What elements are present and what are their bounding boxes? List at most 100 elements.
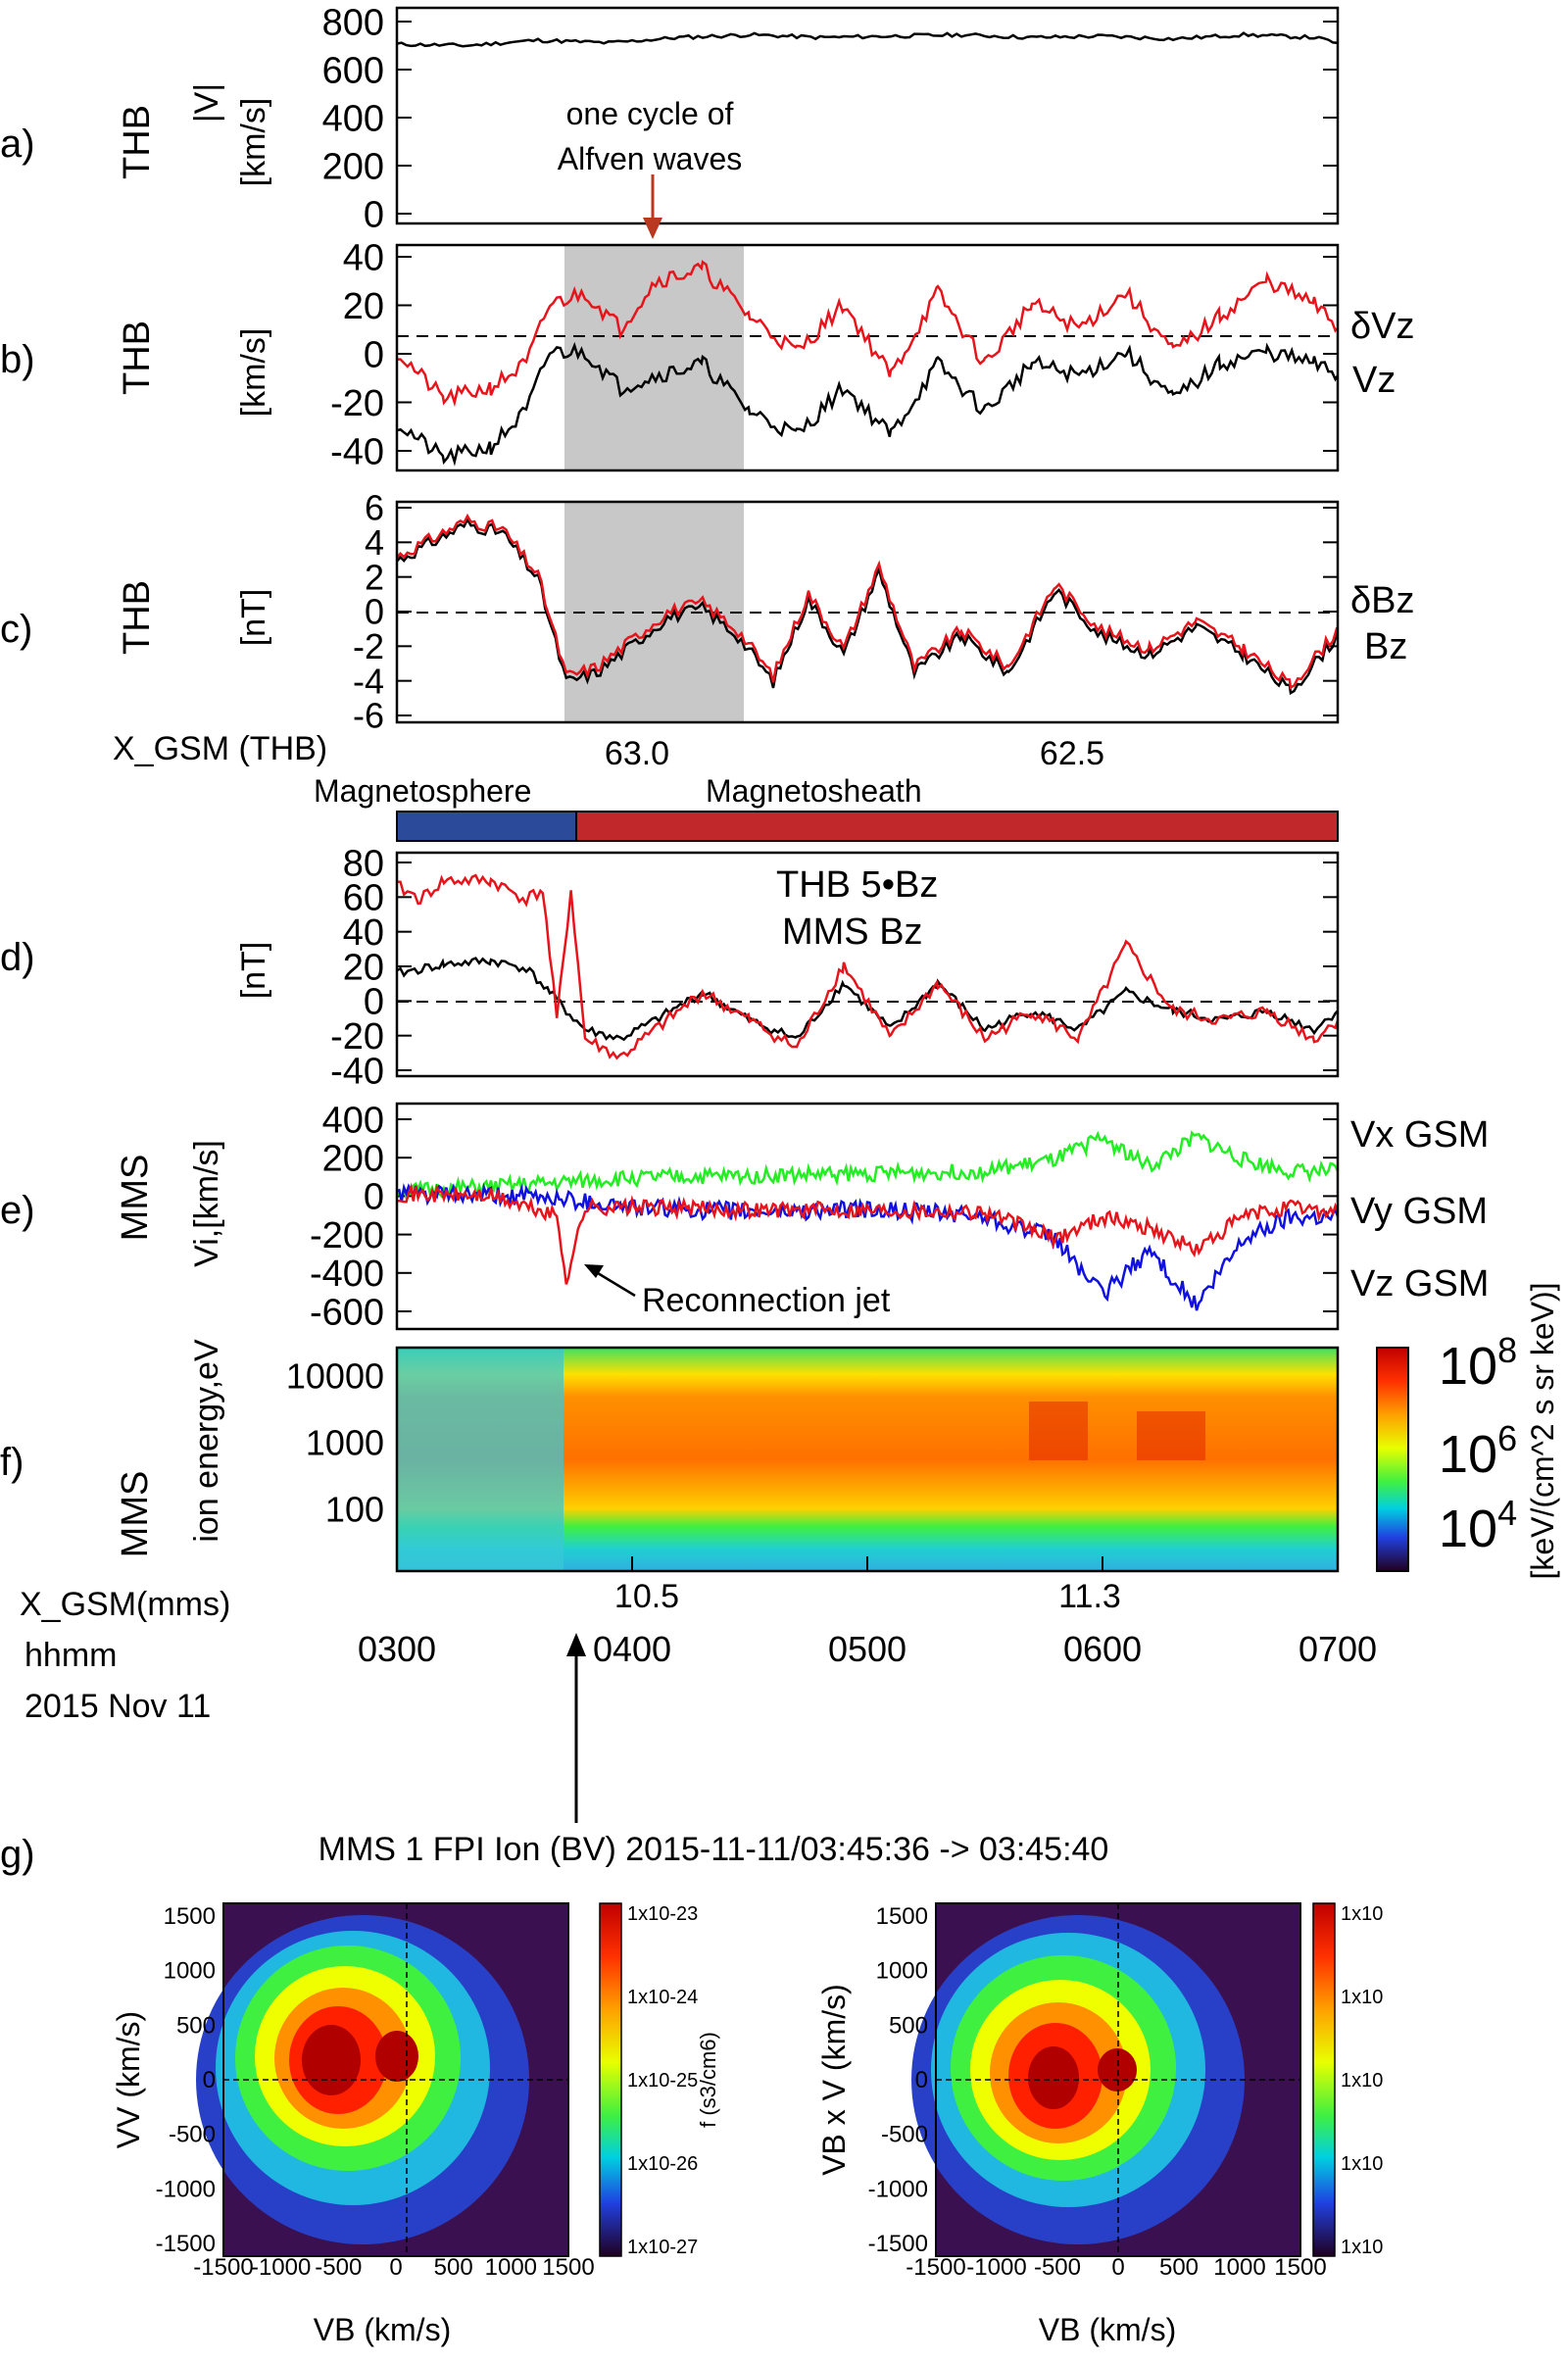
vdf-left-xtick-label: 0 [389, 2254, 402, 2281]
vdf-right-ytick-label: 0 [915, 2067, 928, 2093]
time-format-label: hhmm [24, 1637, 117, 1674]
vdf-right: -1500 -1000 -500 0 500 1000 1500 150010005000-… [816, 1902, 1383, 2347]
panel-e-frame [395, 1102, 1340, 1331]
xgsm-thb-label: X_GSM (THB) [113, 730, 327, 767]
panel-d-unit: [nT] [235, 942, 272, 1000]
panel-a-ytick-label: 600 [322, 50, 384, 91]
time-axis: X_GSM(mms) 10.5 11.3 hhmm 2015 Nov 11 03… [20, 1556, 1377, 1823]
panel-e-ytick-label: 400 [322, 1100, 384, 1141]
panel-a-letter: a) [0, 123, 35, 166]
vdf-right-xtick-label: -1000 [966, 2254, 1026, 2281]
spectrogram-cbar-label: [keV/(cm^2 s sr keV)] [1525, 1282, 1560, 1579]
region-magnetosheath-label: Magnetosheath [706, 773, 922, 809]
region-magnetosheath-bar [575, 811, 1339, 842]
panel-a-ytick-label: 200 [322, 146, 384, 187]
panel-d-ytick-label: -20 [330, 1016, 384, 1058]
spectrogram-cbar-tick-8: 108 [1439, 1330, 1517, 1396]
panel-f-yticks: 10000 1000 100 [286, 1356, 1338, 1530]
panel-b-letter: b) [0, 338, 35, 381]
panel-g-letter: g) [0, 1833, 35, 1876]
spectrogram-colorbar [1376, 1347, 1409, 1572]
vdf-right-xtick-label: -1500 [906, 2254, 965, 2281]
time-tick-label: 0400 [593, 1629, 671, 1669]
panel-a-speed-line [396, 31, 1339, 48]
vdf-left: -1500-1000 -500 0 500 1000 1500 150010005000-… [111, 1902, 720, 2347]
vdf-right-ytick-label: 1000 [876, 1958, 928, 1985]
spectrogram-cbar-tick-4: 104 [1439, 1493, 1517, 1558]
panel-a-frame [395, 6, 1340, 225]
panel-c-bz-line [396, 517, 1339, 696]
vdf-left-ytick-label: 1500 [164, 1903, 216, 1930]
panel-b-legend-dvz: δVz [1350, 306, 1415, 347]
xgsm-thb-tick-62-5: 62.5 [1040, 735, 1104, 772]
panel-c-ytick-label: -6 [353, 696, 384, 736]
panel-c-letter: c) [0, 608, 32, 651]
panel-b-vz-line [396, 341, 1340, 467]
vdf-right-cbar-tick-label: 1x10 [1341, 2070, 1383, 2092]
panel-f: f) MMS ion energy,eV 10000 1000 100 108 10… [0, 1282, 1560, 1579]
panel-c-ytick-label: 2 [365, 557, 384, 597]
panel-f-letter: f) [0, 1441, 24, 1484]
panel-d-letter: d) [0, 936, 35, 979]
panel-d-thb-bz-line [396, 957, 1339, 1042]
spectrogram-magnetosphere-region [397, 1348, 564, 1571]
vdf-right-ytick-label: -1000 [868, 2176, 928, 2202]
vdf-right-xtick-label: 1500 [1274, 2254, 1326, 2281]
alfven-arrow-head [643, 218, 662, 239]
panel-f-unit: ion energy,eV [188, 1339, 225, 1543]
panel-e-ytick-label: -600 [310, 1292, 384, 1333]
vdf-left-xtick-label: -1500 [193, 2254, 253, 2281]
spectrogram-cbar-tick-6: 106 [1439, 1418, 1517, 1484]
vdf-left-colorbar [599, 1902, 622, 2257]
panel-d-ytick-label: 80 [343, 843, 384, 884]
panel-e-ytick-label: -400 [310, 1254, 384, 1295]
vdf-right-secondary-core [1098, 2048, 1137, 2092]
panel-e-legend-vz: Vz GSM [1350, 1263, 1489, 1305]
vdf-left-ytick-label: 0 [203, 2067, 216, 2093]
vdf-right-cbar-tick-label: 1x10 [1341, 2153, 1383, 2175]
panel-a-ytick-label: 400 [322, 98, 384, 139]
vdf-left-xtick-label: 500 [434, 2254, 473, 2281]
panel-b-yticks: 40 20 0 -20 -40 [330, 237, 1338, 472]
vdf-right-ytick-label: -500 [881, 2122, 928, 2148]
panel-f-ytick-label: 100 [325, 1490, 384, 1530]
panel-c-legend-bz: Bz [1364, 626, 1407, 667]
panel-g-title: MMS 1 FPI Ion (BV) 2015-11-11/03:45:36 -… [318, 1831, 1109, 1868]
panel-e-vy-line [396, 1130, 1340, 1202]
panel-e-legend-vx: Vx GSM [1350, 1114, 1489, 1156]
panel-e-letter: e) [0, 1189, 35, 1232]
panel-e-ytick-label: -200 [310, 1215, 384, 1256]
panel-e-ytick-label: 200 [322, 1139, 384, 1180]
panel-b-shaded-region [564, 245, 744, 470]
panel-e-unit: Vi,[km/s] [188, 1140, 225, 1267]
panel-d-ytick-label: 0 [364, 982, 384, 1023]
reconnection-arrow-shaft [592, 1268, 636, 1298]
event-arrow-head [566, 1633, 586, 1656]
panel-d-legend-mms: MMS Bz [782, 911, 923, 953]
region-magnetosphere-label: Magnetosphere [314, 773, 531, 809]
panel-a-ytick-label: 800 [322, 2, 384, 43]
panel-b-dvz-line [397, 260, 1339, 408]
panel-c-ytick-label: 4 [365, 522, 384, 563]
panel-e-legend-vy: Vy GSM [1350, 1191, 1488, 1232]
vdf-left-cbar-label: f (s3/cm6) [696, 2032, 720, 2128]
panel-a-quantity: |V| [188, 83, 225, 123]
vdf-left-cbar-tick-label: 1x10-23 [627, 1903, 698, 1925]
panel-b-legend-vz: Vz [1352, 360, 1396, 401]
panel-d-frame [395, 851, 1340, 1078]
vdf-left-cbar-ticks: 1x10-23 1x10-24 1x10-25 1x10-26 1x10-27 [627, 1903, 698, 2258]
panel-e-vx-line [396, 1182, 1340, 1311]
vdf-left-xtick-label: -500 [315, 2254, 362, 2281]
xgsm-mms-tick-11-3: 11.3 [1058, 1578, 1121, 1615]
xgsm-mms-tick-10-5: 10.5 [614, 1578, 679, 1615]
panel-a-ytick-label: 0 [364, 194, 384, 235]
vdf-left-cbar-tick-label: 1x10-26 [627, 2153, 698, 2175]
panel-b: b) THB [km/s] 40 20 0 -20 -40 δVz Vz [0, 237, 1415, 472]
vdf-left-xlabel: VB (km/s) [314, 2312, 451, 2347]
panel-a-unit: [km/s] [235, 98, 272, 187]
time-tick-label: 0600 [1063, 1629, 1142, 1669]
panel-e-instrument: MMS [115, 1155, 156, 1242]
